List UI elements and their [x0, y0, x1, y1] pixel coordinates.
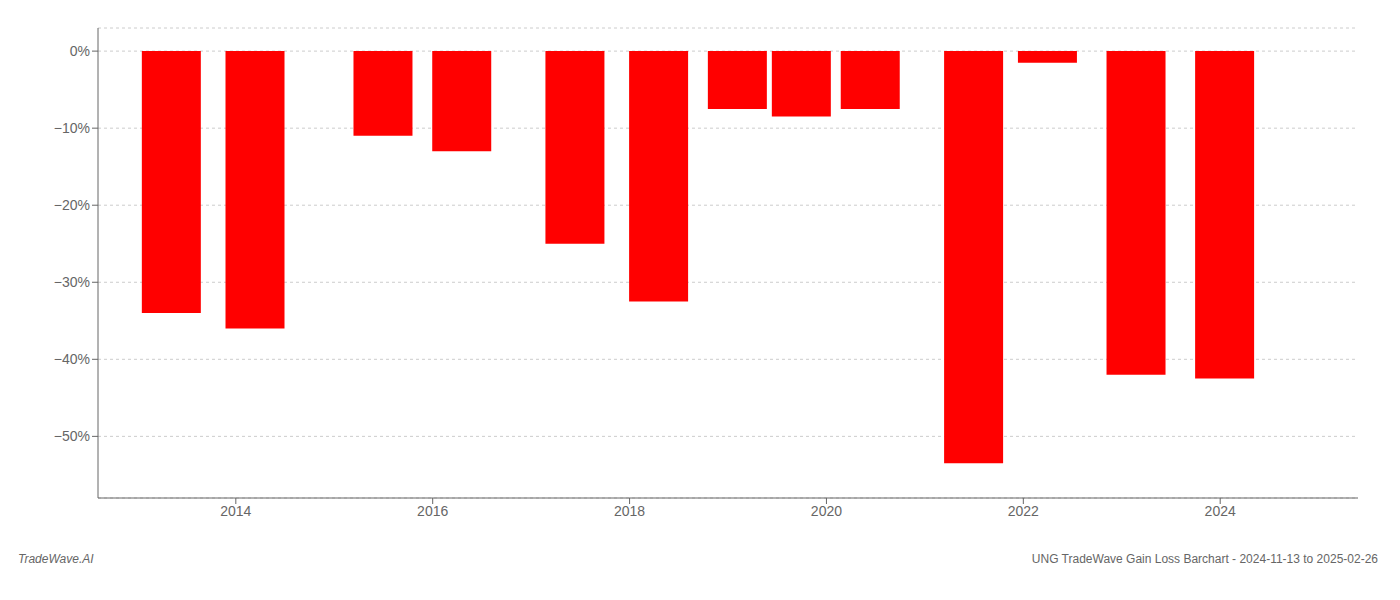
svg-text:2016: 2016	[417, 503, 448, 519]
svg-text:0%: 0%	[70, 43, 90, 59]
svg-text:−10%: −10%	[54, 120, 90, 136]
svg-text:2014: 2014	[220, 503, 251, 519]
svg-text:−40%: −40%	[54, 351, 90, 367]
svg-text:2024: 2024	[1205, 503, 1236, 519]
html-text:TradeWave.AI: TradeWave.AI	[18, 552, 94, 566]
svg-text:−20%: −20%	[54, 197, 90, 213]
svg-text:−30%: −30%	[54, 274, 90, 290]
svg-text:2018: 2018	[614, 503, 645, 519]
html-text:UNG TradeWave Gain Loss Barcha: UNG TradeWave Gain Loss Barchart - 2024-…	[1031, 552, 1378, 566]
svg-text:−50%: −50%	[54, 428, 90, 444]
svg-text:2020: 2020	[811, 503, 842, 519]
svg-text:2022: 2022	[1008, 503, 1039, 519]
